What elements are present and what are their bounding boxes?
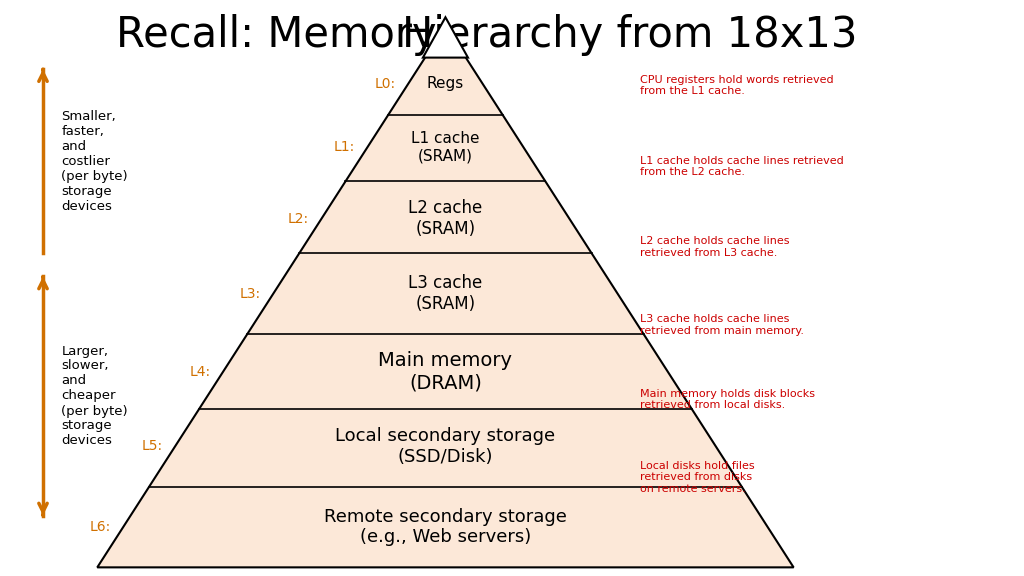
Text: Recall: Memory: Recall: Memory: [116, 14, 437, 56]
Text: Larger,
slower,
and
cheaper
(per byte)
storage
devices: Larger, slower, and cheaper (per byte) s…: [61, 344, 128, 448]
Text: L3:: L3:: [240, 287, 261, 301]
Text: L1 cache
(SRAM): L1 cache (SRAM): [412, 131, 479, 163]
Text: L1:: L1:: [334, 140, 355, 154]
Polygon shape: [423, 17, 468, 58]
Text: Hierarchy from 18x13: Hierarchy from 18x13: [402, 14, 857, 56]
Text: L1 cache holds cache lines retrieved
from the L2 cache.: L1 cache holds cache lines retrieved fro…: [640, 156, 844, 177]
Text: L3 cache
(SRAM): L3 cache (SRAM): [409, 274, 482, 313]
Text: L2 cache holds cache lines
retrieved from L3 cache.: L2 cache holds cache lines retrieved fro…: [640, 236, 790, 258]
Text: Main memory holds disk blocks
retrieved from local disks.: Main memory holds disk blocks retrieved …: [640, 389, 815, 410]
Text: Smaller,
faster,
and
costlier
(per byte)
storage
devices: Smaller, faster, and costlier (per byte)…: [61, 110, 128, 213]
Text: L2 cache
(SRAM): L2 cache (SRAM): [409, 199, 482, 238]
Text: Remote secondary storage
(e.g., Web servers): Remote secondary storage (e.g., Web serv…: [324, 507, 567, 547]
Text: CPU registers hold words retrieved
from the L1 cache.: CPU registers hold words retrieved from …: [640, 75, 834, 97]
Polygon shape: [97, 26, 794, 567]
Text: L2:: L2:: [288, 212, 309, 226]
Text: Regs: Regs: [427, 76, 464, 91]
Text: L3 cache holds cache lines
retrieved from main memory.: L3 cache holds cache lines retrieved fro…: [640, 314, 804, 335]
Text: Main memory
(DRAM): Main memory (DRAM): [379, 351, 512, 392]
Text: L6:: L6:: [90, 520, 111, 534]
Text: Local secondary storage
(SSD/Disk): Local secondary storage (SSD/Disk): [336, 427, 555, 466]
Text: L5:: L5:: [141, 439, 163, 453]
Text: Local disks hold files
retrieved from disks
on remote servers.: Local disks hold files retrieved from di…: [640, 461, 755, 494]
Text: L4:: L4:: [189, 365, 211, 378]
Text: L0:: L0:: [375, 77, 396, 90]
